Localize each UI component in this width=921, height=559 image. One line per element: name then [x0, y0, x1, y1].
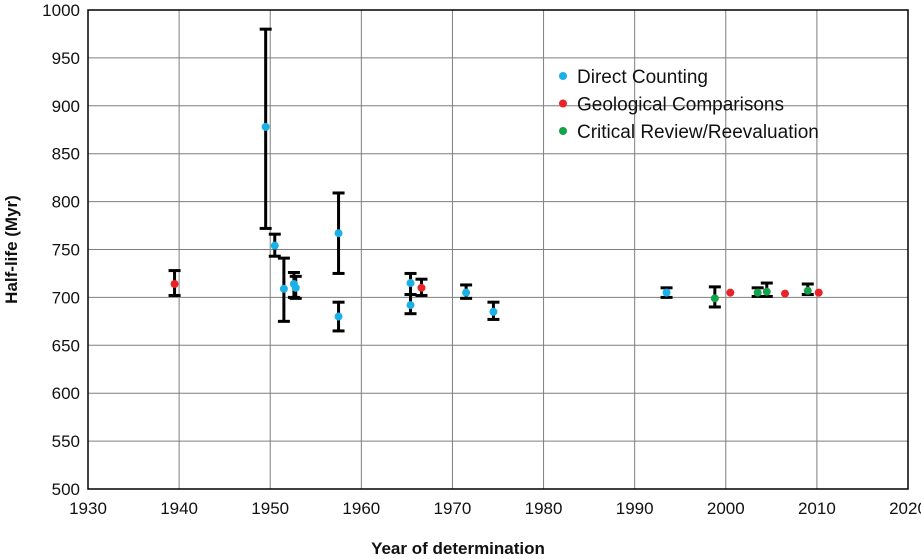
y-tick-label: 1000	[42, 1, 80, 20]
data-point	[803, 286, 812, 295]
data-points	[170, 122, 823, 321]
y-tick-label: 650	[52, 336, 80, 355]
x-axis-title: Year of determination	[371, 539, 545, 558]
data-point	[462, 288, 471, 297]
x-tick-label: 2000	[707, 499, 745, 518]
y-tick-label: 900	[52, 97, 80, 116]
x-tick-label: 2020	[889, 499, 921, 518]
data-point	[334, 229, 343, 238]
x-tick-label: 1970	[434, 499, 472, 518]
data-point	[417, 283, 426, 292]
legend-marker	[559, 99, 567, 108]
x-tick-label: 1950	[251, 499, 289, 518]
y-tick-labels: 500 550 600 650 700 750 800 850 900 950 1000	[42, 1, 80, 499]
x-tick-label: 1930	[69, 499, 107, 518]
x-tick-label: 1990	[616, 499, 654, 518]
data-point	[406, 279, 415, 288]
data-point	[762, 287, 771, 296]
data-point	[781, 289, 789, 298]
y-tick-label: 750	[52, 241, 80, 260]
data-point	[261, 122, 270, 131]
y-tick-label: 600	[52, 384, 80, 403]
x-tick-label: 1940	[160, 499, 198, 518]
grid-lines	[87, 9, 909, 490]
data-point	[270, 241, 279, 250]
data-point	[334, 312, 343, 321]
data-point	[406, 301, 415, 310]
y-tick-label: 850	[52, 145, 80, 164]
y-tick-label: 550	[52, 432, 80, 451]
legend: Direct Counting Geological Comparisons Cri…	[559, 67, 819, 143]
plot-frame	[87, 9, 909, 490]
data-point	[814, 288, 823, 297]
data-point	[710, 294, 719, 303]
legend-label: Geological Comparisons	[577, 95, 784, 116]
data-point	[170, 279, 179, 288]
data-point	[726, 288, 735, 297]
x-tick-label: 1980	[525, 499, 563, 518]
data-point	[662, 288, 671, 297]
legend-marker	[559, 72, 567, 80]
y-tick-label: 500	[52, 480, 80, 499]
legend-marker	[559, 127, 567, 135]
y-tick-label: 950	[52, 49, 80, 68]
data-point	[279, 284, 288, 293]
y-tick-label: 700	[52, 288, 80, 307]
legend-label: Direct Counting	[577, 67, 708, 88]
x-tick-label: 2010	[798, 499, 836, 518]
error-bars	[168, 27, 814, 333]
y-axis-title: Half-life (Myr)	[2, 195, 21, 304]
legend-label: Critical Review/Reevaluation	[577, 122, 819, 143]
x-tick-label: 1960	[342, 499, 380, 518]
y-tick-label: 800	[52, 193, 80, 212]
data-point	[291, 283, 300, 292]
data-point	[489, 307, 498, 316]
data-point	[753, 288, 762, 297]
x-tick-labels: 1930 1940 1950 1960 1970 1980 1990 2000 2010 2020	[69, 499, 921, 518]
